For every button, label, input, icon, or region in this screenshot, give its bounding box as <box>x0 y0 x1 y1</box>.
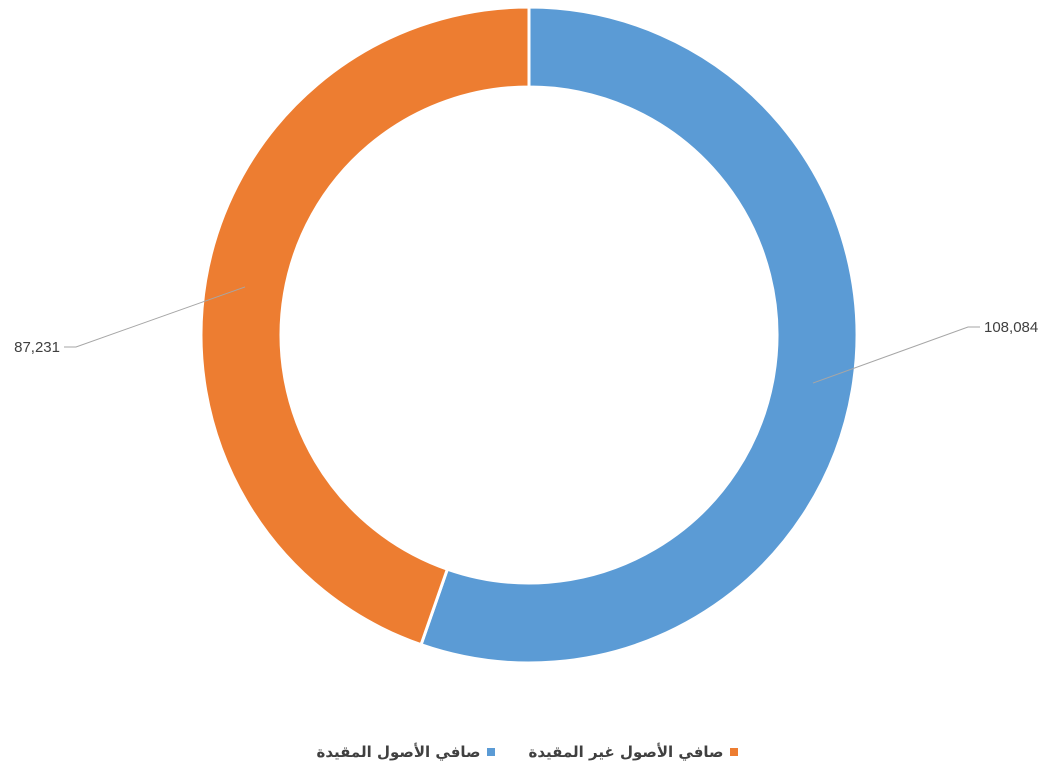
legend-swatch-restricted <box>486 748 495 756</box>
legend-label-restricted: صافي الأصول المقيدة <box>316 743 481 761</box>
data-label-unrestricted: 87,231 <box>14 339 60 356</box>
legend: صافي الأصول غير المقيدة صافي الأصول المق… <box>0 740 1054 764</box>
legend-label-unrestricted: صافي الأصول غير المقيدة <box>528 743 724 761</box>
leader-line-restricted <box>812 326 980 384</box>
legend-swatch-unrestricted <box>729 748 738 756</box>
legend-item-unrestricted: صافي الأصول غير المقيدة <box>529 743 738 761</box>
data-label-restricted: 108,084 <box>984 319 1038 336</box>
legend-item-restricted: صافي الأصول المقيدة <box>316 743 495 761</box>
leader-line-unrestricted <box>64 286 246 348</box>
donut-slices <box>199 5 859 665</box>
donut-slice-unrestricted <box>199 5 531 647</box>
data-labels: 108,084 87,231 <box>14 286 1038 384</box>
donut-slice-restricted <box>419 5 859 665</box>
